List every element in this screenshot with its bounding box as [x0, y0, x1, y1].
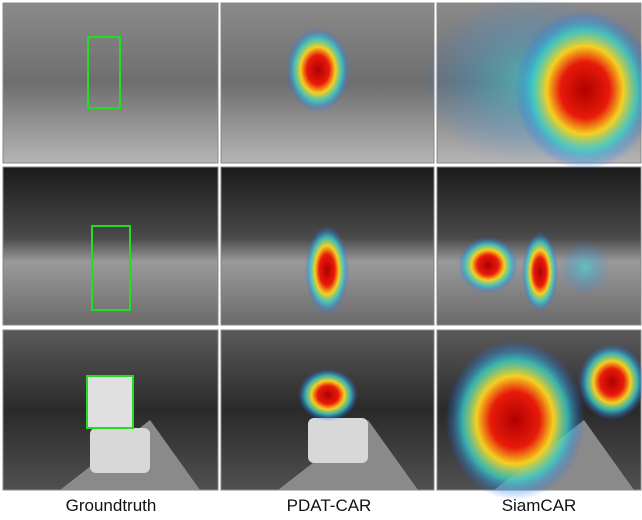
image: [3, 167, 218, 325]
column-label: Groundtruth: [66, 496, 157, 515]
car: [90, 428, 150, 473]
car: [308, 418, 368, 463]
heatmap: [298, 369, 358, 421]
heatmap: [458, 237, 518, 293]
heatmap: [445, 340, 585, 500]
heatmap: [286, 28, 350, 112]
image: [3, 3, 218, 163]
heatmap: [522, 232, 558, 312]
figure: Groundtruth PDAT-CAR SiamCAR: [0, 0, 642, 520]
column-label: SiamCAR: [502, 496, 577, 515]
heatmap: [305, 226, 349, 314]
column-label: PDAT-CAR: [287, 496, 372, 515]
heatmap: [560, 240, 610, 296]
image-grid: [3, 0, 642, 500]
van: [87, 376, 133, 428]
